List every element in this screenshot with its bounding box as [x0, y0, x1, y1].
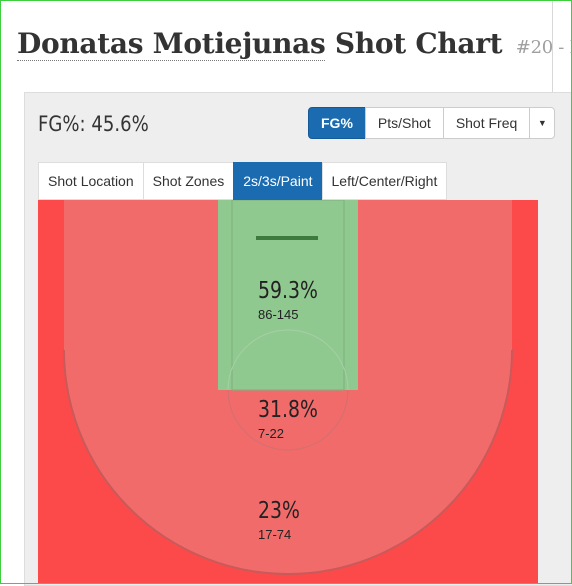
jersey-suffix: #20 - P: [515, 37, 572, 58]
mid-range-fg-pct: 31.8%: [258, 397, 318, 423]
court-svg: [38, 200, 538, 584]
court-chart: 59.3% 86-145 31.8% 7-22 23% 17-74: [38, 200, 538, 584]
player-name-link[interactable]: Donatas Motiejunas: [17, 27, 326, 61]
view-tabs: Shot Location Shot Zones 2s/3s/Paint Lef…: [38, 162, 448, 200]
three-point-fg-pct: 23%: [258, 498, 300, 524]
mid-range-label: 31.8% 7-22: [258, 397, 331, 441]
paint-made-attempts: 86-145: [258, 307, 299, 322]
page-title: Donatas Motiejunas Shot Chart #20 - P: [17, 27, 572, 61]
tab-2s-3s-paint[interactable]: 2s/3s/Paint: [233, 162, 323, 200]
paint-zone[interactable]: [218, 200, 358, 390]
fg-percentage: FG%: 45.6%: [38, 112, 149, 136]
caret-down-icon: ▼: [537, 118, 547, 128]
three-point-made-attempts: 17-74: [258, 527, 292, 542]
tab-left-center-right[interactable]: Left/Center/Right: [321, 162, 448, 200]
free-throw-circle-bottom: [227, 389, 349, 451]
shot-freq-button[interactable]: Shot Freq: [442, 107, 531, 139]
backboard: [256, 236, 318, 240]
paint-zone-label: 59.3% 86-145: [258, 278, 331, 322]
paint-fg-pct: 59.3%: [258, 278, 318, 304]
metric-button-group: FG% Pts/Shot Shot Freq ▼: [308, 107, 556, 139]
tab-shot-location[interactable]: Shot Location: [38, 162, 144, 200]
more-options-button[interactable]: ▼: [529, 107, 556, 139]
free-throw-circle-top: [227, 329, 349, 391]
lane-lines: [231, 200, 345, 391]
pts-per-shot-button[interactable]: Pts/Shot: [364, 107, 444, 139]
tab-shot-zones[interactable]: Shot Zones: [142, 162, 235, 200]
three-point-label: 23% 17-74: [258, 498, 309, 542]
mid-range-made-attempts: 7-22: [258, 426, 285, 441]
title-text: Shot Chart: [334, 27, 503, 60]
three-point-arc: [63, 349, 513, 575]
fg-pct-button[interactable]: FG%: [308, 107, 366, 139]
